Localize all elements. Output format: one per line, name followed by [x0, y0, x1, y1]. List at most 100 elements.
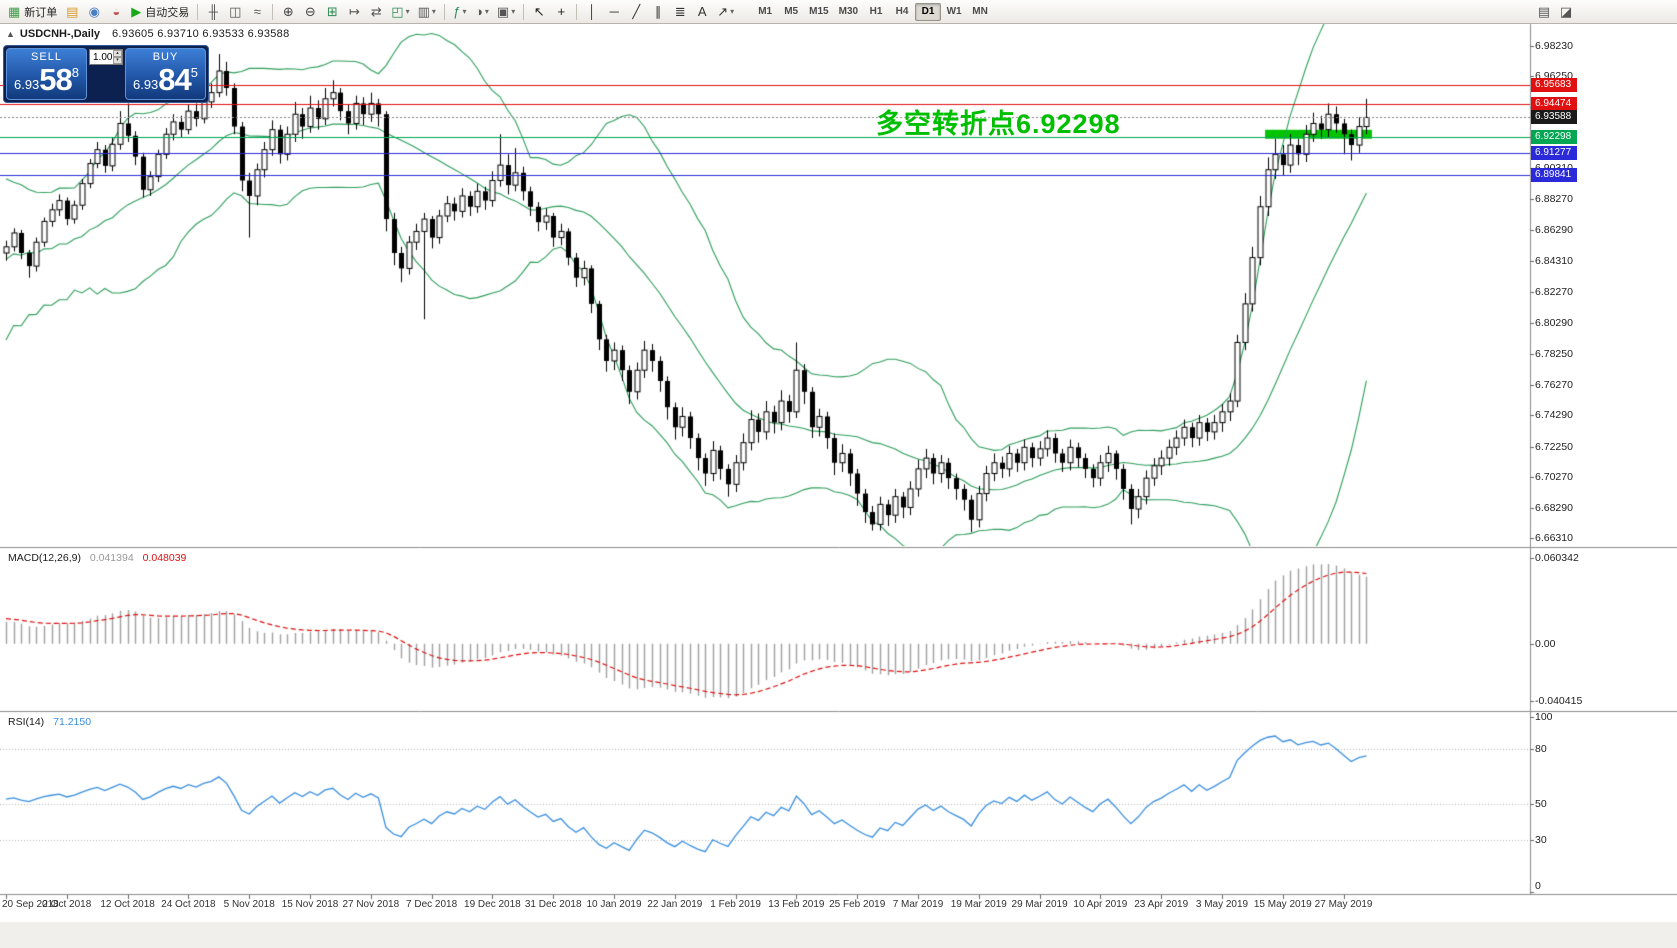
volume-down-button[interactable]: ▾	[113, 57, 122, 64]
templates-icon: ▣	[496, 4, 510, 19]
sell-price-prefix: 6.93	[13, 77, 40, 92]
volume-spinner: ▴ ▾	[113, 50, 122, 64]
volume-input[interactable]: 1.00 ▴ ▾	[89, 49, 123, 65]
timeframe-m5-button[interactable]: M5	[778, 3, 804, 21]
timeframe-m1-button[interactable]: M1	[752, 3, 778, 21]
trendline-icon: ╱	[632, 4, 641, 19]
cursor-icon: ↖	[533, 4, 545, 19]
timeframe-w1-button[interactable]: W1	[941, 3, 967, 21]
trendline-button[interactable]: ╱	[625, 2, 647, 22]
channel-icon: ∥	[654, 4, 662, 19]
fibonacci-button[interactable]: ≣	[669, 2, 691, 22]
chart-shift-icon: ⇄	[370, 4, 382, 19]
support-headset-icon-icon: ◒	[112, 4, 121, 19]
buy-price: 6.93 84 5	[133, 64, 198, 95]
auto-scroll-button[interactable]: ↦	[343, 2, 365, 22]
sell-price-big: 58	[39, 62, 72, 97]
text-button[interactable]: A	[691, 2, 713, 22]
one-click-middle: 1.00 ▴ ▾	[89, 46, 123, 102]
timeframe-mn-button[interactable]: MN	[967, 3, 993, 21]
new-order-button[interactable]: ▦ 新订单	[4, 2, 61, 22]
volume-value: 1.00	[93, 51, 113, 63]
auto-trading-button-label: 自动交易	[145, 6, 190, 19]
new-chart-icon: ◰	[391, 4, 404, 19]
crosshair-icon: +	[557, 4, 566, 19]
market-watch-icon-icon: ▤	[66, 4, 79, 19]
sell-button[interactable]: SELL 6.93 58 8	[6, 48, 87, 100]
rsi-header: RSI(14) 71.2150	[8, 716, 91, 728]
mql5-profile-icon-icon: ◉	[88, 4, 100, 19]
chart-title: ▲ USDCNH-,Daily 6.93605 6.93710 6.93533 …	[6, 28, 290, 40]
timeframe-h1-button[interactable]: H1	[863, 3, 889, 21]
profiles-icon: ▥	[417, 4, 430, 19]
new-chart-button[interactable]: ◰ ▾	[387, 2, 413, 22]
crosshair-button[interactable]: +	[550, 2, 572, 22]
buy-price-point: 5	[190, 65, 199, 80]
volume-up-button[interactable]: ▴	[113, 50, 122, 57]
sell-price: 6.93 58 8	[14, 64, 79, 95]
channel-button[interactable]: ∥	[647, 2, 669, 22]
zoom-in-button[interactable]: ⊕	[277, 2, 299, 22]
chart-shift-button[interactable]: ⇄	[365, 2, 387, 22]
zoom-out-button[interactable]: ⊖	[299, 2, 321, 22]
toolbar-separator	[197, 3, 199, 20]
horizontal-line-icon: ─	[609, 4, 619, 19]
tile-windows-button[interactable]: ⊞	[321, 2, 343, 22]
timeframe-m15-button[interactable]: M15	[804, 3, 833, 21]
arrows-icon: ↗	[717, 4, 729, 19]
macd-signal-value: 0.048039	[142, 552, 187, 564]
bars-chart-button[interactable]: ╫	[202, 2, 224, 22]
indicators-button[interactable]: ƒ ▾	[449, 2, 471, 22]
vertical-line-icon: │	[588, 4, 597, 19]
market-watch-icon[interactable]: ▤	[61, 2, 83, 22]
new-order-button-label: 新订单	[24, 6, 58, 19]
buy-label: BUY	[152, 51, 179, 63]
print-button[interactable]: ▤	[1533, 2, 1555, 22]
toolbar-separator	[443, 3, 445, 20]
timeframe-group: M1 M5 M15 M30 H1 H4 D1 W1 MN	[752, 2, 993, 21]
horizontal-line-button[interactable]: ─	[603, 2, 625, 22]
indicators-icon: ƒ	[453, 4, 461, 19]
timeframe-h4-button[interactable]: H4	[889, 3, 915, 21]
caret-down-icon: ▾	[431, 7, 436, 16]
profiles-button[interactable]: ▥ ▾	[414, 2, 440, 22]
templates-button[interactable]: ▣ ▾	[493, 2, 519, 22]
macd-main-value: 0.041394	[89, 552, 134, 564]
periods-icon: ◑	[474, 4, 483, 19]
text-icon: A	[697, 4, 707, 19]
buy-price-prefix: 6.93	[132, 77, 159, 92]
toolbar: ▦ 新订单 ▤ ◉ ◒ ▶ 自动交易 ╫ ◫ ≈ ⊕ ⊖ ⊞ ↦ ⇄ ◰ ▾ ▥ ▾ ƒ ▾ ◑ ▾ ▣ ▾ ↖ + │ ─ ╱ ∥ ≣ A ↗ ▾…	[0, 0, 1677, 24]
bars-chart-icon: ╫	[208, 4, 218, 19]
periods-button[interactable]: ◑ ▾	[471, 2, 493, 22]
candles-chart-button[interactable]: ◫	[224, 2, 246, 22]
buy-price-big: 84	[158, 62, 191, 97]
mql5-profile-icon[interactable]: ◉	[83, 2, 105, 22]
arrows-button[interactable]: ↗ ▾	[713, 2, 738, 22]
auto-trading-button[interactable]: ▶ 自动交易	[127, 2, 193, 22]
auto-trading-icon: ▶	[131, 4, 142, 19]
new-order-icon: ▦	[8, 4, 21, 19]
timeframe-d1-button[interactable]: D1	[915, 2, 942, 21]
ohlc-values: 6.93605 6.93710 6.93533 6.93588	[112, 28, 290, 40]
toolbar-left-group: ▦ 新订单 ▤ ◉ ◒ ▶ 自动交易 ╫ ◫ ≈ ⊕ ⊖ ⊞ ↦ ⇄ ◰ ▾ ▥ ▾ ƒ ▾ ◑ ▾ ▣ ▾ ↖ + │ ─ ╱ ∥ ≣ A ↗ ▾	[4, 2, 738, 22]
symbol-period-label: USDCNH-,Daily	[19, 28, 100, 40]
caret-down-icon: ▾	[730, 7, 735, 16]
timeframe-m30-button[interactable]: M30	[834, 3, 863, 21]
quick-notes-button[interactable]: ◪	[1555, 2, 1577, 22]
toolbar-separator	[272, 3, 274, 20]
chart-annotation-text: 多空转折点6.92298	[876, 109, 1121, 139]
one-click-trading-panel: SELL 6.93 58 8 1.00 ▴ ▾ BUY 6.93 84 5	[3, 45, 209, 103]
sell-price-point: 8	[71, 65, 80, 80]
buy-button[interactable]: BUY 6.93 84 5	[125, 48, 206, 100]
support-headset-icon[interactable]: ◒	[105, 2, 127, 22]
fibonacci-icon: ≣	[674, 4, 686, 19]
vertical-line-button[interactable]: │	[581, 2, 603, 22]
one-click-collapse-icon[interactable]: ▲	[6, 29, 15, 39]
cursor-button[interactable]: ↖	[528, 2, 550, 22]
macd-header: MACD(12,26,9) 0.041394 0.048039	[8, 552, 186, 564]
line-chart-button[interactable]: ≈	[246, 2, 268, 22]
quick-notes-icon: ◪	[1559, 4, 1573, 19]
caret-down-icon: ▾	[462, 7, 467, 16]
